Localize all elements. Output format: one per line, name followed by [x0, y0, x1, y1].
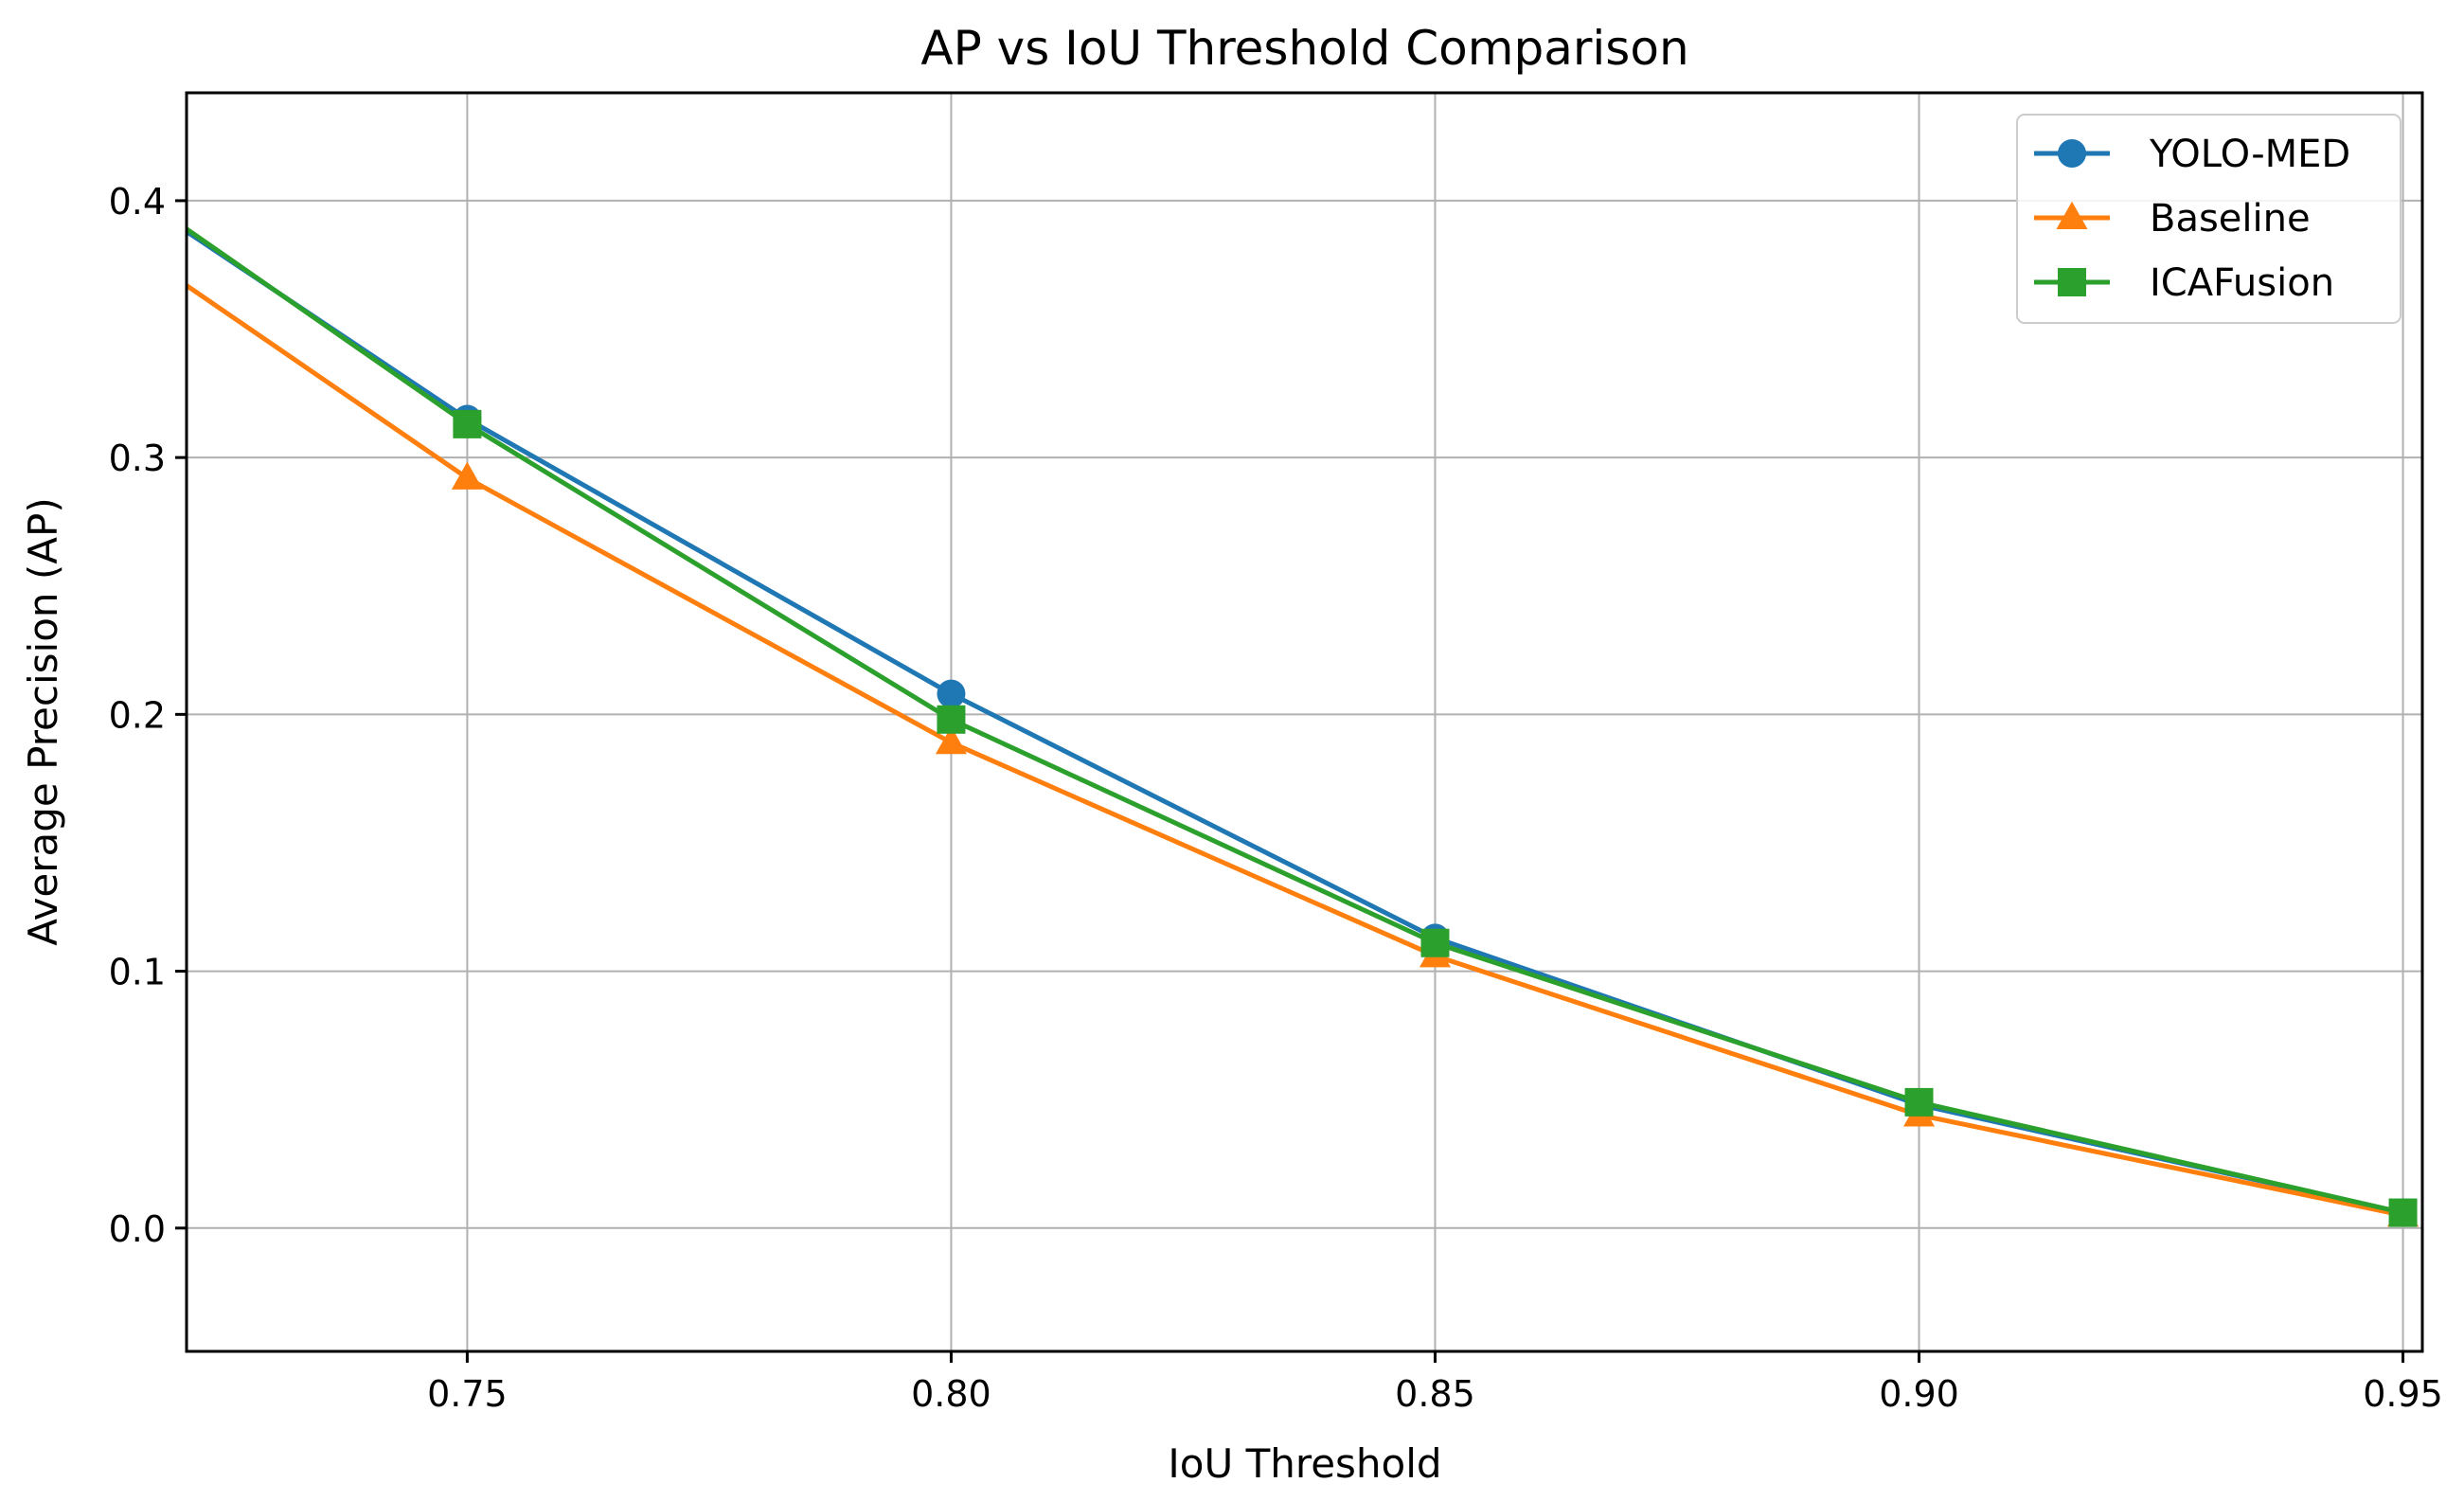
legend-item: YOLO-MED	[2034, 133, 2350, 176]
data-point	[1904, 1087, 1934, 1117]
data-point	[935, 725, 967, 755]
y-axis-label: Average Precision (AP)	[20, 497, 66, 945]
legend-marker	[2058, 268, 2086, 296]
legend-item: ICAFusion	[2034, 261, 2334, 305]
y-tick-label: 0.2	[109, 694, 166, 736]
series-line	[187, 226, 2404, 1215]
series-icafusion	[187, 226, 2418, 1227]
legend-marker	[2056, 201, 2088, 229]
y-tick-label: 0.3	[109, 438, 166, 479]
data-point	[937, 705, 966, 734]
x-tick-label: 0.75	[427, 1373, 508, 1415]
legend-marker	[2058, 139, 2086, 168]
x-axis-label: IoU Threshold	[1168, 1440, 1441, 1487]
y-tick-label: 0.1	[109, 952, 166, 993]
x-tick-label: 0.90	[1879, 1373, 1959, 1415]
series-line	[187, 283, 2404, 1218]
legend: YOLO-MED Baseline ICAFusion	[2016, 114, 2402, 324]
plot-frame	[185, 91, 2424, 1353]
series-line	[187, 229, 2404, 1215]
x-tick-label: 0.80	[911, 1373, 991, 1415]
legend-label: ICAFusion	[2150, 261, 2334, 305]
legend-label: Baseline	[2150, 197, 2311, 241]
legend-box	[2016, 114, 2402, 324]
data-point	[937, 679, 966, 708]
data-point	[2388, 1198, 2418, 1227]
data-point	[453, 409, 482, 438]
series-baseline	[187, 283, 2419, 1227]
chart-title: AP vs IoU Threshold Comparison	[920, 21, 1688, 76]
series-layer	[187, 226, 2419, 1227]
x-tick-label: 0.95	[2363, 1373, 2443, 1415]
legend-item: Baseline	[2034, 197, 2311, 241]
series-yolo-med	[187, 229, 2418, 1227]
data-point	[1420, 928, 1450, 957]
data-point	[451, 461, 483, 490]
legend-label: YOLO-MED	[2149, 133, 2350, 176]
y-tick-label: 0.0	[109, 1208, 166, 1250]
x-tick-label: 0.85	[1395, 1373, 1475, 1415]
y-tick-label: 0.4	[109, 181, 166, 223]
axis-ticks: 0.75 0.80 0.85 0.90 0.95 0.0 0.1 0.2 0.3 0.4	[109, 181, 2443, 1415]
